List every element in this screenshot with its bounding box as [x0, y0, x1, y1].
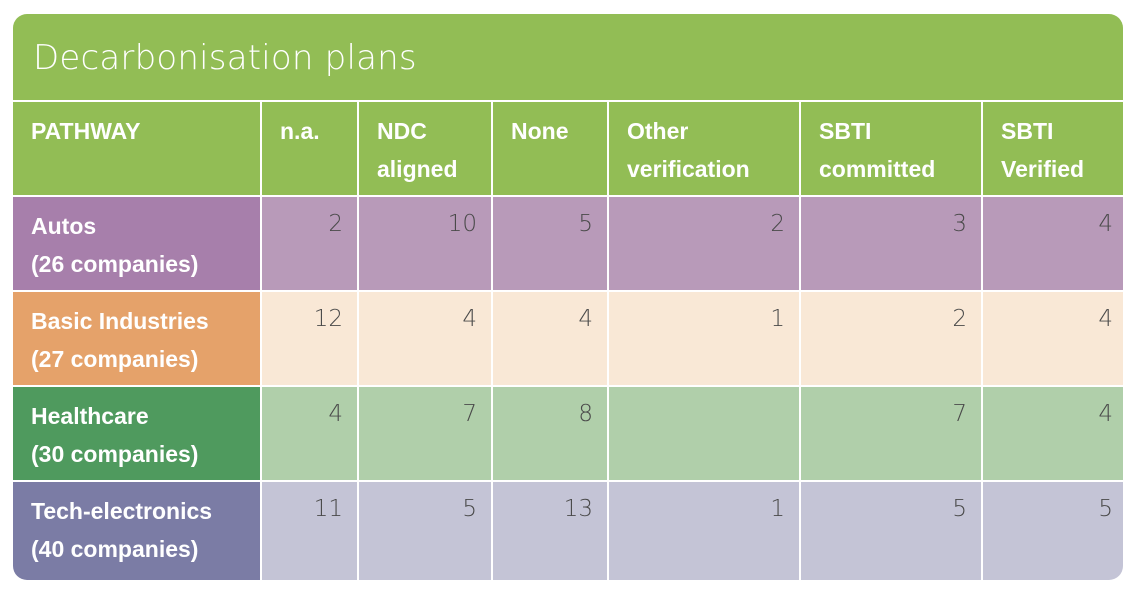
row-company-count: (40 companies) [31, 536, 199, 562]
row-label: Tech-electronics (40 companies) [13, 482, 260, 580]
table-cell: 12 [262, 292, 357, 385]
row-name: Tech-electronics [31, 498, 213, 524]
table-title: Decarbonisation plans [33, 38, 417, 78]
row-company-count: (30 companies) [31, 441, 199, 467]
table-cell: 11 [262, 482, 357, 580]
table-cell: 5 [359, 482, 491, 580]
column-header: None [493, 102, 607, 195]
row-company-count: (27 companies) [31, 346, 199, 372]
table-cell: 2 [609, 197, 799, 290]
table-cell: 4 [983, 292, 1123, 385]
row-company-count: (26 companies) [31, 251, 199, 277]
row-name: Autos [31, 213, 97, 239]
column-header: Other verification [609, 102, 799, 195]
column-header: SBTI committed [801, 102, 981, 195]
title-bar: Decarbonisation plans [13, 14, 1123, 100]
column-header: NDC aligned [359, 102, 491, 195]
table-cell: 13 [493, 482, 607, 580]
row-name: Basic Industries [31, 308, 209, 334]
table-cell: 8 [493, 387, 607, 480]
table-cell: 5 [493, 197, 607, 290]
row-label: Basic Industries (27 companies) [13, 292, 260, 385]
table-cell: 4 [359, 292, 491, 385]
column-header: PATHWAY [13, 102, 260, 195]
table-cell: 2 [262, 197, 357, 290]
table-cell: 3 [801, 197, 981, 290]
table-cell: 4 [983, 387, 1123, 480]
table-card: Decarbonisation plans PATHWAY n.a. NDC ali… [13, 14, 1123, 580]
table-cell: 7 [801, 387, 981, 480]
row-label: Healthcare (30 companies) [13, 387, 260, 480]
table-cell: 5 [801, 482, 981, 580]
table-cell: 1 [609, 292, 799, 385]
table-cell: 7 [359, 387, 491, 480]
table-cell: 4 [493, 292, 607, 385]
data-table: PATHWAY n.a. NDC aligned None Other verifica… [13, 102, 1123, 580]
row-name: Healthcare [31, 403, 149, 429]
column-header: n.a. [262, 102, 357, 195]
table-cell [609, 387, 799, 480]
table-cell: 5 [983, 482, 1123, 580]
column-header: SBTI Verified [983, 102, 1123, 195]
table-cell: 4 [983, 197, 1123, 290]
table-cell: 1 [609, 482, 799, 580]
table-cell: 10 [359, 197, 491, 290]
table-cell: 4 [262, 387, 357, 480]
row-label: Autos (26 companies) [13, 197, 260, 290]
table-cell: 2 [801, 292, 981, 385]
